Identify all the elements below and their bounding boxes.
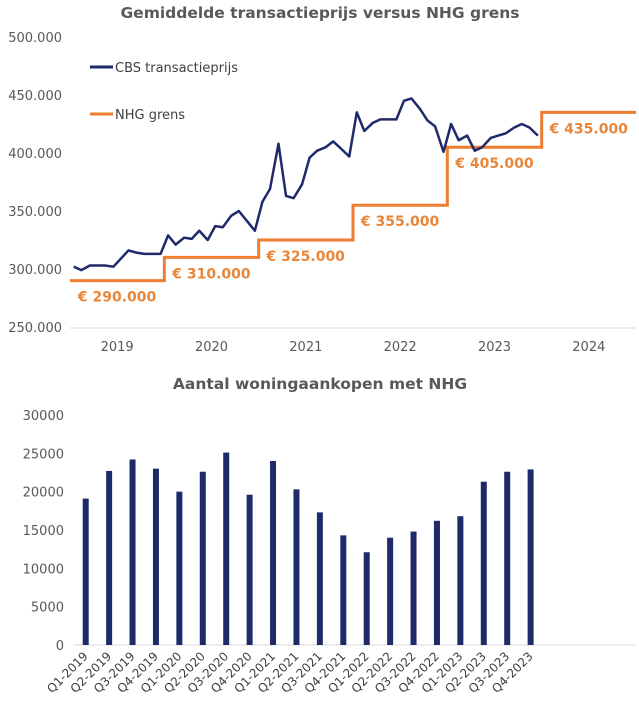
y-tick-label: 5000 [31, 601, 64, 616]
x-tick-label: 2020 [195, 340, 228, 355]
line-chart-legend: CBS transactieprijs NHG grens [90, 61, 238, 123]
nhg-value-label: € 325.000 [266, 249, 346, 265]
bar [504, 471, 511, 645]
bar-chart-bars [82, 452, 534, 645]
line-chart-y-axis: 250.000 300.000 350.000 400.000 450.000 500.0… [8, 31, 62, 336]
bar [246, 494, 253, 645]
bar [223, 452, 230, 645]
y-tick-label: 300.000 [8, 263, 62, 278]
x-tick-label: 2022 [384, 340, 417, 355]
x-tick-label: 2024 [572, 340, 605, 355]
bar [129, 459, 136, 645]
nhg-value-label: € 405.000 [454, 156, 534, 172]
y-tick-label: 0 [56, 639, 64, 654]
line-chart-title: Gemiddelde transactieprijs versus NHG gr… [120, 4, 519, 22]
y-tick-label: 350.000 [8, 205, 62, 220]
bar [270, 461, 277, 645]
line-chart-annotations: € 290.000 € 310.000 € 325.000 € 355.000 € 40… [77, 121, 628, 305]
y-tick-label: 25000 [23, 447, 64, 462]
bar-chart: Aantal woningaankopen met NHG 0 5000 10000… [23, 375, 636, 696]
bar [527, 469, 534, 645]
y-tick-label: 15000 [23, 524, 64, 539]
bar [106, 470, 113, 645]
series-line-cbs [73, 97, 539, 272]
bar-chart-y-axis: 0 5000 10000 15000 20000 25000 30000 [23, 409, 64, 654]
bar [363, 552, 370, 645]
series-line-nhg [70, 110, 636, 283]
bar [293, 489, 300, 645]
bar-chart-x-axis: Q1-2019Q2-2019Q3-2019Q4-2019Q1-2020Q2-20… [44, 649, 536, 696]
y-tick-label: 400.000 [8, 147, 62, 162]
nhg-value-label: € 310.000 [171, 266, 251, 282]
legend-label-nhg: NHG grens [115, 108, 185, 123]
bar [480, 481, 487, 645]
bar [316, 512, 323, 645]
x-tick-label: 2021 [289, 340, 322, 355]
bar [199, 471, 206, 645]
legend-label-cbs: CBS transactieprijs [115, 61, 238, 76]
line-chart: Gemiddelde transactieprijs versus NHG gr… [8, 4, 636, 355]
bar [387, 537, 394, 645]
bar-chart-title: Aantal woningaankopen met NHG [173, 375, 467, 393]
bar [152, 468, 159, 645]
y-tick-label: 250.000 [8, 321, 62, 336]
bar [82, 498, 89, 645]
y-tick-label: 20000 [23, 486, 64, 501]
x-tick-label: 2023 [478, 340, 511, 355]
nhg-value-label: € 355.000 [360, 214, 440, 230]
nhg-value-label: € 435.000 [549, 121, 629, 137]
bar [340, 535, 347, 645]
y-tick-label: 10000 [23, 562, 64, 577]
line-chart-x-axis: 2019 2020 2021 2022 2023 2024 [101, 340, 606, 355]
bar [410, 531, 417, 645]
line-chart-series [70, 97, 636, 283]
x-tick-label: 2019 [101, 340, 134, 355]
y-tick-label: 30000 [23, 409, 64, 424]
bar [176, 491, 183, 645]
nhg-value-label: € 290.000 [77, 290, 157, 306]
y-tick-label: 500.000 [8, 31, 62, 46]
bar [433, 520, 440, 645]
y-tick-label: 450.000 [8, 89, 62, 104]
bar [457, 516, 464, 645]
